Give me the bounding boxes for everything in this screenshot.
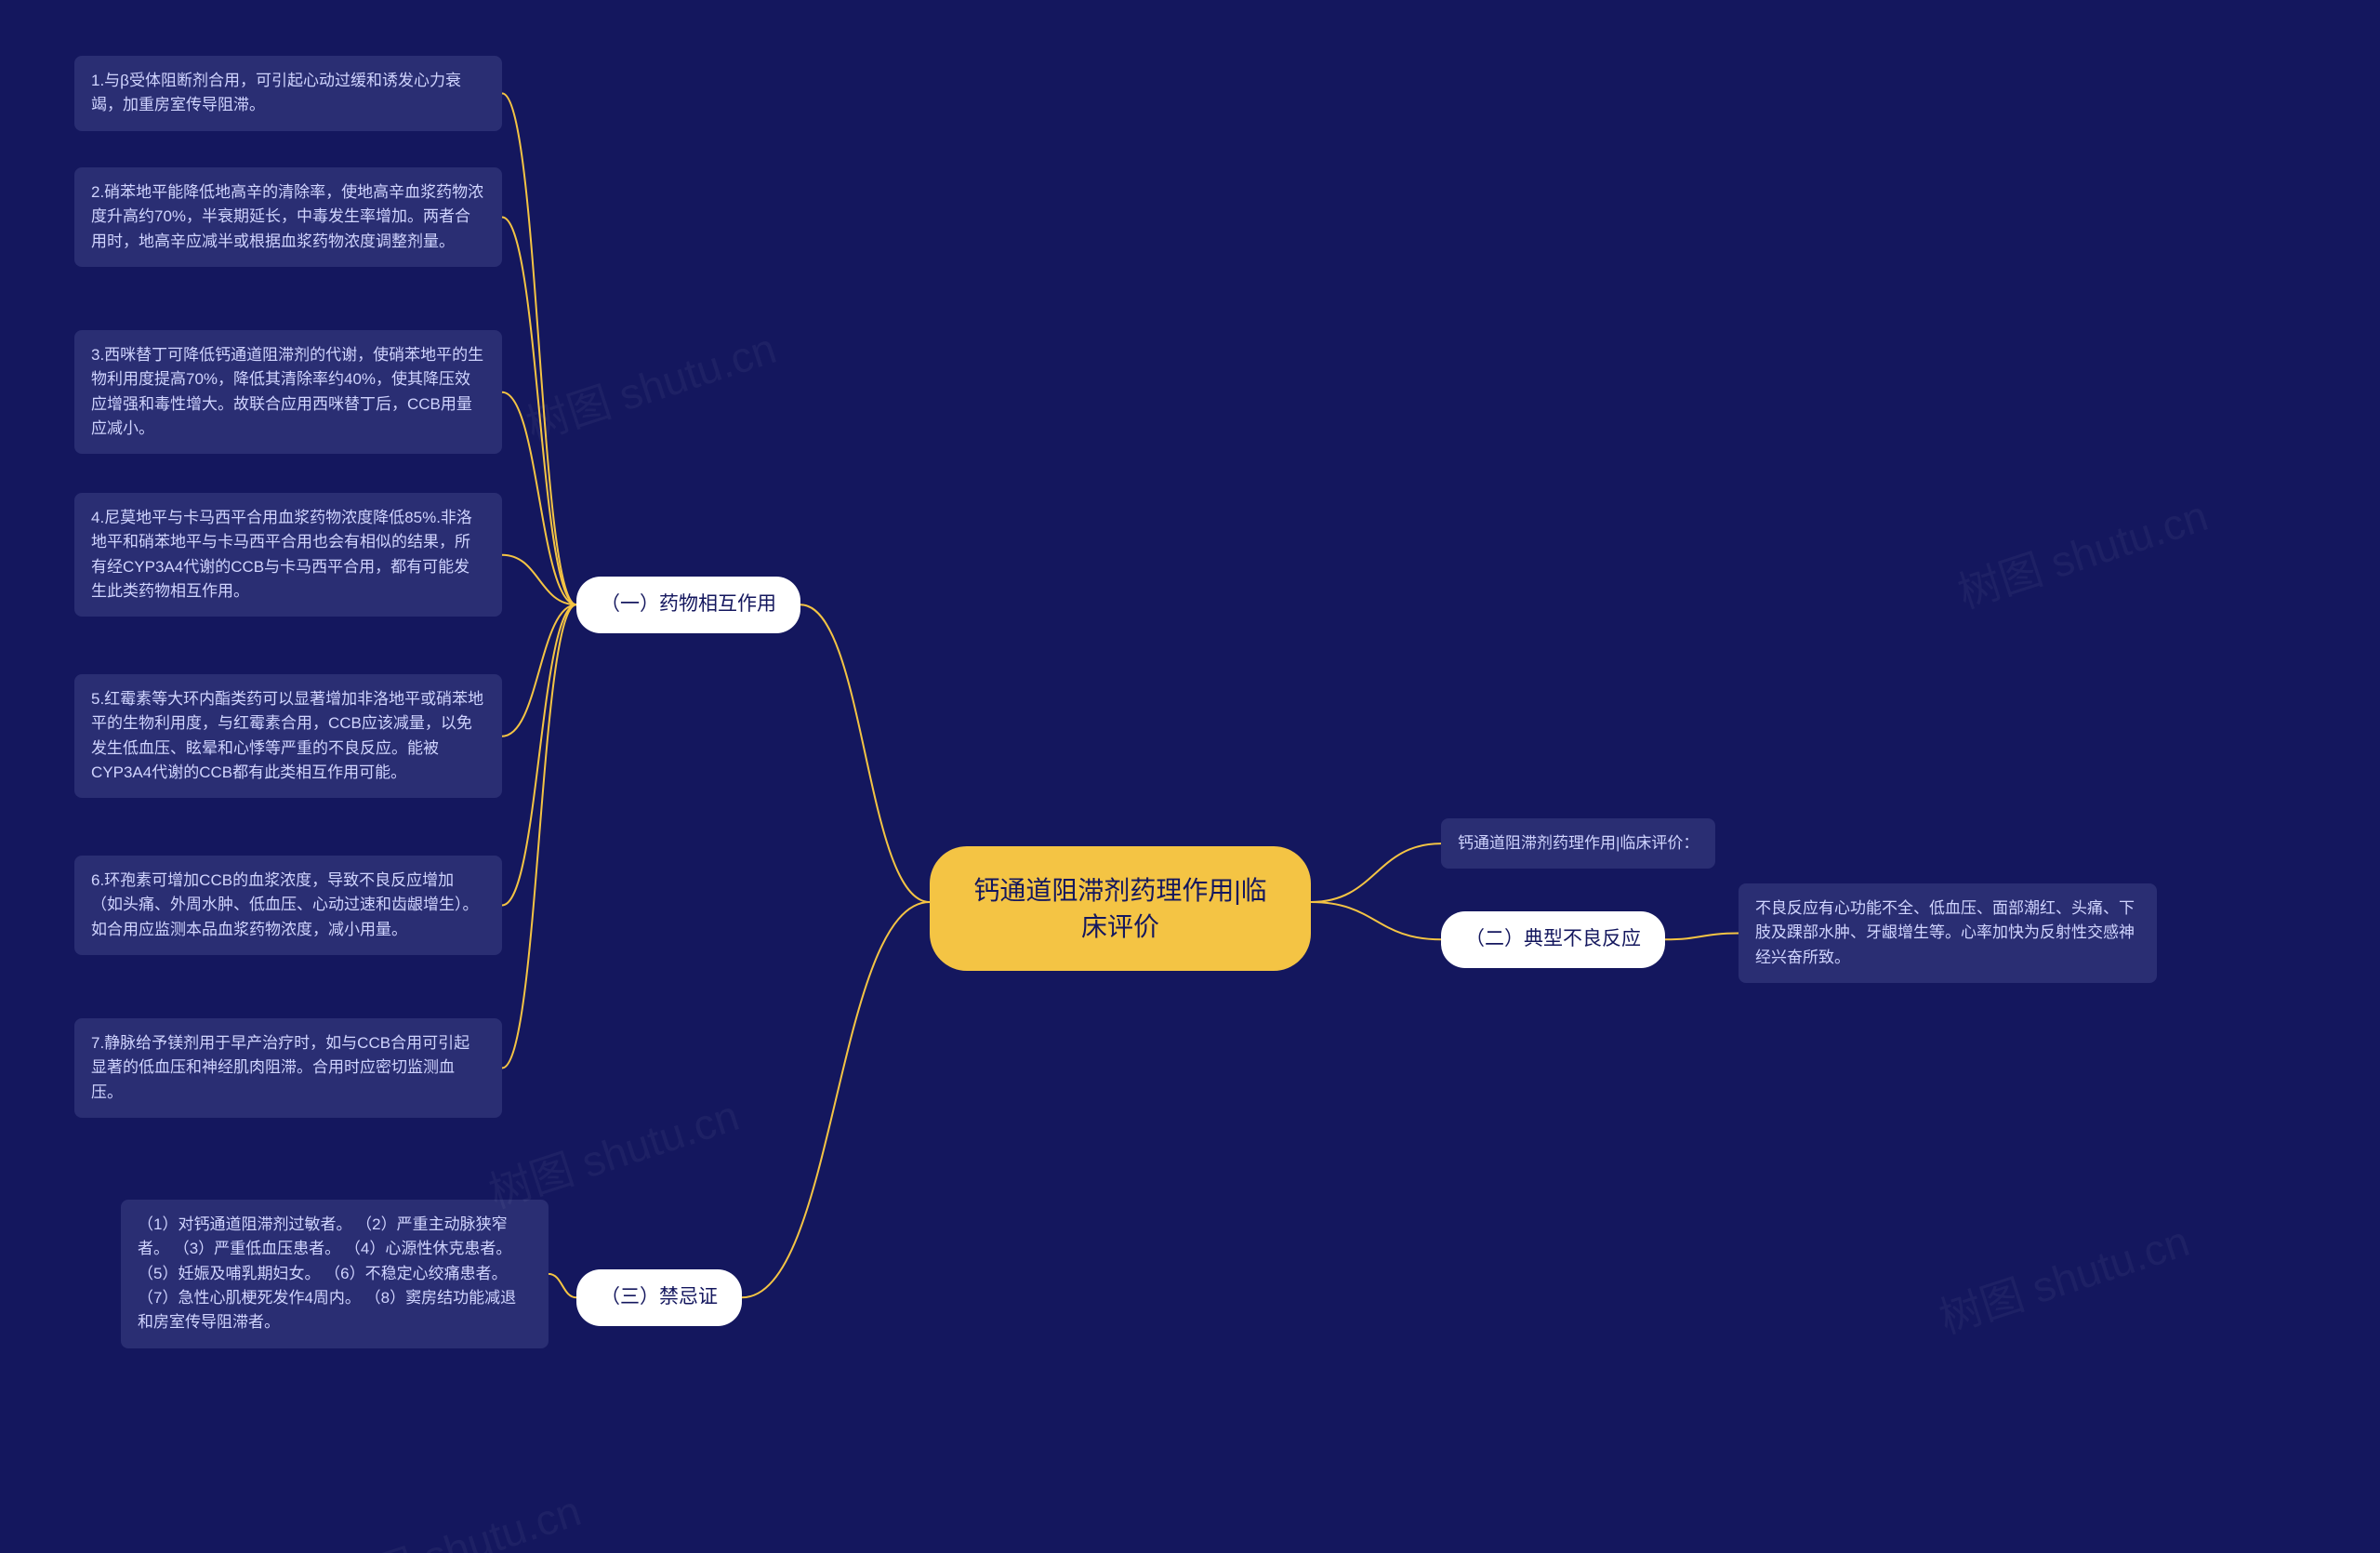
branch-b2[interactable]: （二）典型不良反应 <box>1441 911 1665 968</box>
leaf-b1-3: 4.尼莫地平与卡马西平合用血浆药物浓度降低85%.非洛地平和硝苯地平与卡马西平合… <box>74 493 502 617</box>
leaf-b1-0: 1.与β受体阻断剂合用，可引起心动过缓和诱发心力衰竭，加重房室传导阻滞。 <box>74 56 502 131</box>
branch-b3[interactable]: （三）禁忌证 <box>576 1269 742 1326</box>
leaf-b1-1: 2.硝苯地平能降低地高辛的清除率，使地高辛血浆药物浓度升高约70%，半衰期延长，… <box>74 167 502 267</box>
watermark: 树图 shutu.cn <box>323 1478 588 1553</box>
leaf-b2-8: 不良反应有心功能不全、低血压、面部潮红、头痛、下肢及踝部水肿、牙龈增生等。心率加… <box>1739 883 2157 983</box>
center-node[interactable]: 钙通道阻滞剂药理作用|临床评价 <box>930 846 1311 971</box>
watermark: 树图 shutu.cn <box>1950 483 2215 621</box>
leaf-b3-7: （1）对钙通道阻滞剂过敏者。 （2）严重主动脉狭窄者。 （3）严重低血压患者。 … <box>121 1200 549 1348</box>
leaf-b1-4: 5.红霉素等大环内酯类药可以显著增加非洛地平或硝苯地平的生物利用度，与红霉素合用… <box>74 674 502 798</box>
branch-b1[interactable]: （一）药物相互作用 <box>576 577 800 633</box>
watermark: 树图 shutu.cn <box>518 315 783 454</box>
leaf-b1-6: 7.静脉给予镁剂用于早产治疗时，如与CCB合用可引起显著的低血压和神经肌肉阻滞。… <box>74 1018 502 1118</box>
leaf-b1-2: 3.西咪替丁可降低钙通道阻滞剂的代谢，使硝苯地平的生物利用度提高70%，降低其清… <box>74 330 502 454</box>
leaf-b1-5: 6.环孢素可增加CCB的血浆浓度，导致不良反应增加（如头痛、外周水肿、低血压、心… <box>74 856 502 955</box>
watermark: 树图 shutu.cn <box>1931 1208 2196 1347</box>
branch-b0[interactable]: 钙通道阻滞剂药理作用|临床评价： <box>1441 818 1715 869</box>
